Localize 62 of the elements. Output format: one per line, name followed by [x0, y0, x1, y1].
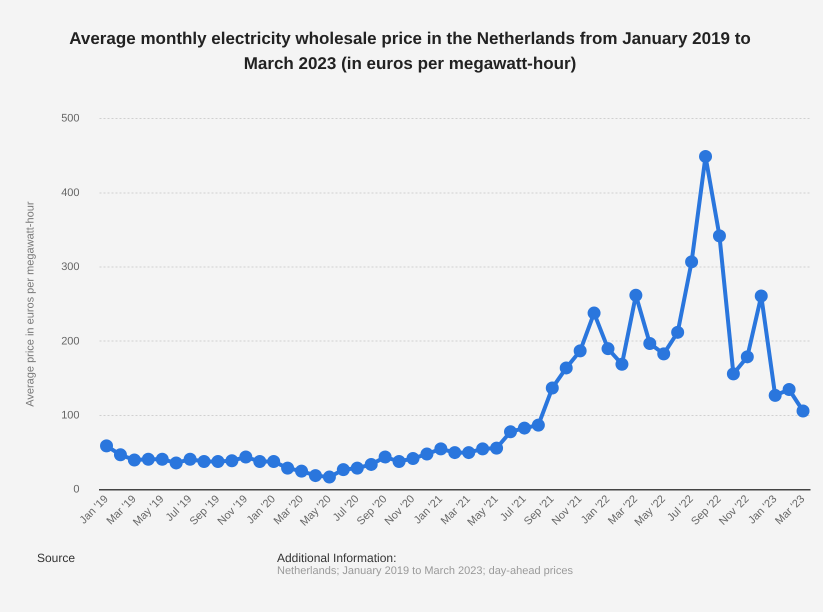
point — [434, 442, 448, 456]
point — [574, 344, 587, 358]
point — [225, 454, 238, 468]
text: Source — [37, 551, 76, 565]
point — [740, 350, 754, 364]
point — [392, 454, 406, 468]
point — [462, 446, 476, 460]
point — [142, 452, 155, 466]
point — [406, 452, 420, 466]
point — [198, 454, 211, 468]
point — [239, 450, 252, 464]
y-tick-label: 500 — [61, 112, 80, 125]
point — [726, 367, 740, 380]
point — [546, 382, 559, 394]
point — [100, 439, 114, 452]
point — [211, 454, 224, 468]
point — [768, 388, 782, 402]
point — [560, 361, 573, 374]
point — [629, 288, 642, 302]
y-tick-label: 100 — [61, 409, 80, 422]
point — [588, 306, 601, 320]
point — [295, 464, 308, 478]
point — [699, 150, 712, 163]
point — [712, 229, 726, 242]
point — [336, 463, 350, 476]
point — [281, 462, 294, 475]
point — [253, 454, 266, 468]
point — [518, 422, 531, 435]
point — [671, 326, 684, 339]
point — [184, 452, 197, 466]
point — [615, 358, 628, 371]
point — [128, 453, 141, 466]
chart-title: Average monthly electricity wholesale price in the Netherlands from January 2019 to March 2023 (in euros per megawatt-hour) — [68, 28, 752, 75]
point — [448, 446, 462, 460]
point — [322, 470, 336, 484]
y-tick-label: 200 — [61, 335, 80, 348]
point — [657, 347, 670, 360]
y-tick-label: 0 — [73, 484, 80, 496]
point — [504, 425, 517, 438]
point — [364, 458, 378, 471]
point — [420, 448, 434, 461]
point — [170, 456, 183, 470]
point — [490, 442, 504, 455]
point — [114, 448, 127, 462]
point — [156, 452, 169, 466]
point — [754, 289, 768, 302]
point — [532, 418, 545, 432]
point — [685, 255, 698, 268]
y-tick-label: 300 — [61, 261, 80, 274]
point — [796, 404, 810, 418]
y-axis-title: Average price in euros per megawatt-hour — [24, 201, 37, 407]
point — [602, 342, 615, 356]
point — [378, 450, 392, 464]
point — [267, 454, 280, 468]
point — [782, 382, 796, 396]
point — [643, 336, 656, 350]
text: Netherlands; January 2019 to March 2023; day-ahead prices — [277, 565, 573, 577]
point — [350, 462, 364, 475]
point — [476, 442, 490, 456]
y-tick-label: 400 — [61, 186, 80, 199]
point — [308, 469, 322, 482]
text: Additional Information: — [277, 551, 396, 565]
